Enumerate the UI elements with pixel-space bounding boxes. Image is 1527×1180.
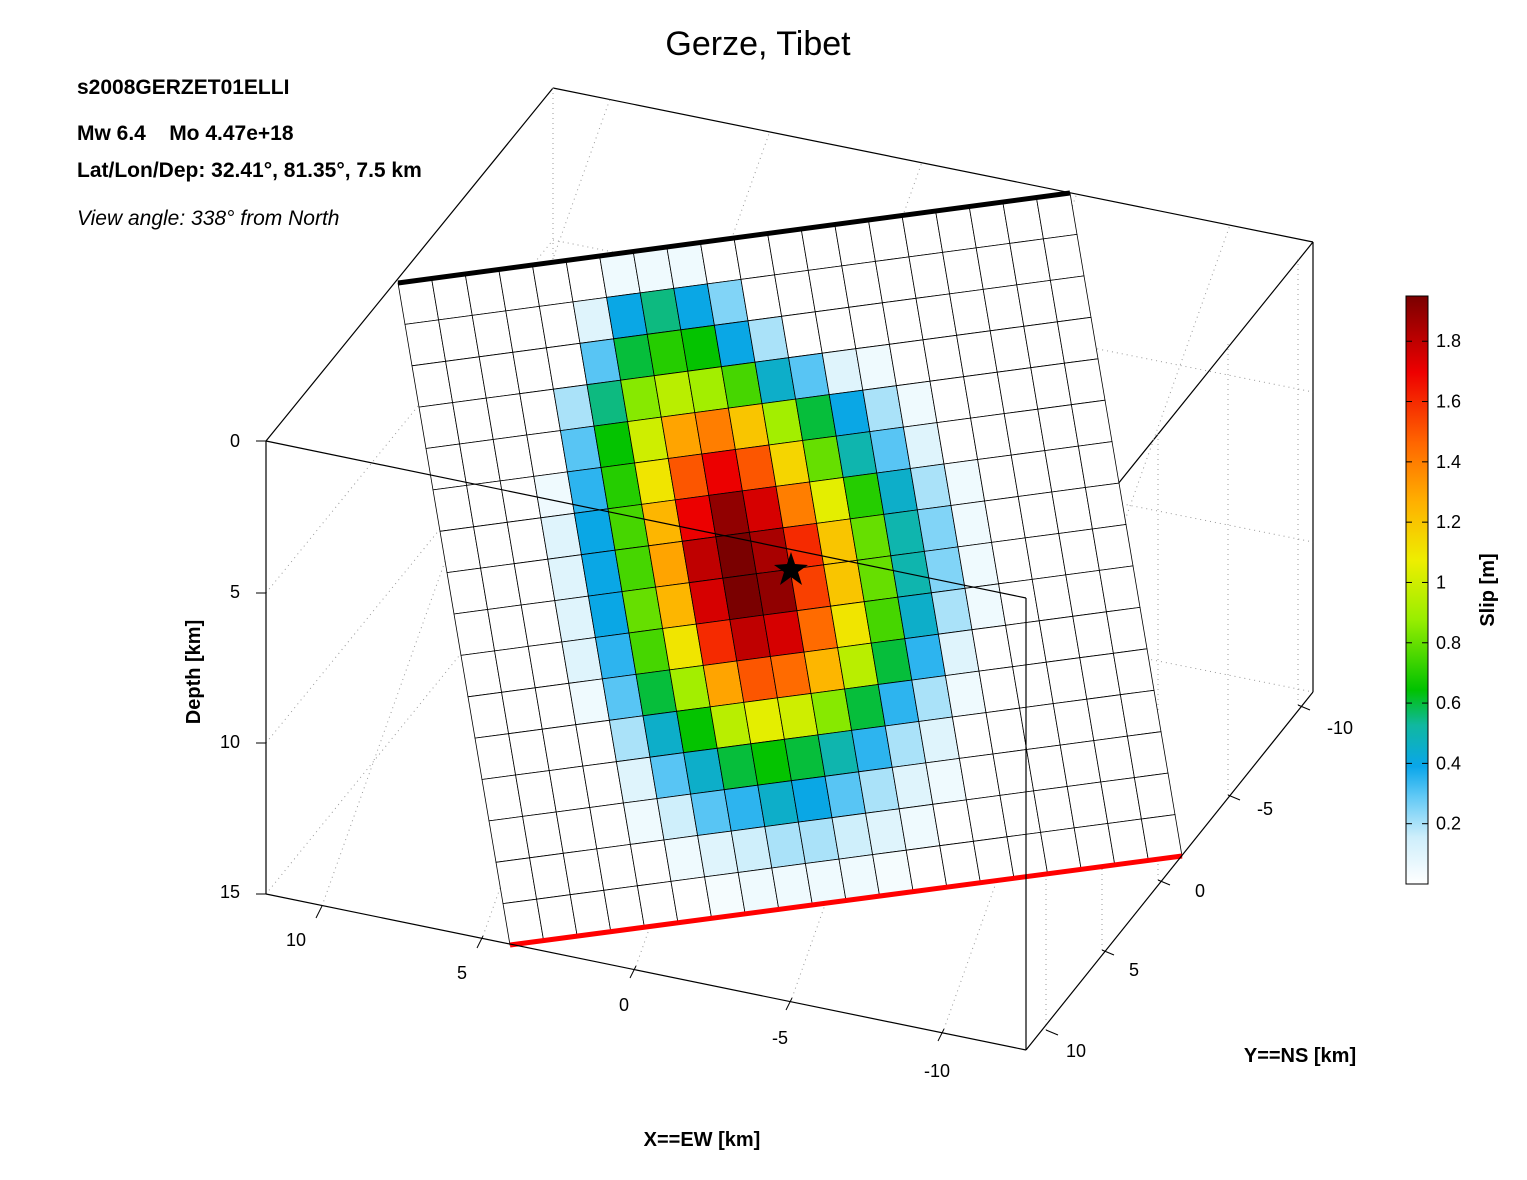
fault-top-edge xyxy=(397,190,1071,286)
location-info: Lat/Lon/Dep: 32.41°, 81.35°, 7.5 km xyxy=(77,159,422,182)
colorbar: 0.2 0.4 0.6 0.8 1 1.2 1.4 1.6 1.8 Slip [m] xyxy=(1405,295,1499,885)
x-tick-label: 0 xyxy=(619,995,629,1015)
slip-cell xyxy=(1063,358,1106,406)
depth-tick-label: 10 xyxy=(220,732,240,752)
slip-cell xyxy=(1098,565,1141,613)
colorbar-tick-label: 1.2 xyxy=(1436,512,1461,532)
colorbar-tick-label: 0.6 xyxy=(1436,693,1461,713)
slip-cell xyxy=(1133,772,1176,820)
fault-plane xyxy=(397,192,1183,946)
colorbar-tick-label: 0.8 xyxy=(1436,633,1461,653)
colorbar-tick-label: 1.6 xyxy=(1436,392,1461,412)
fault-edges xyxy=(397,190,1183,948)
x-tick-label: -10 xyxy=(924,1061,950,1081)
chart-title: Gerze, Tibet xyxy=(665,25,851,63)
slip-cell xyxy=(1126,731,1169,779)
slip-cell xyxy=(1084,482,1127,530)
y-axis: -10 -5 0 5 10 Y==NS [km] xyxy=(1045,704,1356,1067)
view-angle-info: View angle: 338° from North xyxy=(77,207,339,230)
magnitude-info: Mw 6.4 Mo 4.47e+18 xyxy=(77,122,294,145)
axis-box-front xyxy=(265,440,1314,1051)
y-tick-label: -10 xyxy=(1327,718,1353,738)
slip-cell xyxy=(1056,316,1099,364)
x-tick-label: 5 xyxy=(457,963,467,983)
colorbar-gradient xyxy=(1405,295,1429,885)
model-id: s2008GERZET01ELLI xyxy=(77,76,289,99)
slip-cell xyxy=(1112,648,1155,696)
depth-axis: 0 5 10 15 Depth [km] xyxy=(183,431,266,902)
slip-cell xyxy=(1070,399,1113,447)
slip-cell xyxy=(1049,275,1092,323)
fault-bottom-edge xyxy=(509,853,1183,948)
colorbar-tick-label: 1.4 xyxy=(1436,452,1461,472)
colorbar-tick-label: 0.2 xyxy=(1436,814,1461,834)
y-tick-label: -5 xyxy=(1257,799,1273,819)
slip-cell xyxy=(1077,441,1120,488)
x-tick-label: -5 xyxy=(772,1028,788,1048)
depth-tick-label: 15 xyxy=(220,882,240,902)
depth-axis-label: Depth [km] xyxy=(183,620,205,724)
depth-tick-label: 5 xyxy=(230,582,240,602)
slip-cell xyxy=(1091,524,1134,571)
y-tick-label: 5 xyxy=(1129,960,1139,980)
y-axis-label: Y==NS [km] xyxy=(1244,1045,1356,1067)
colorbar-label: Slip [m] xyxy=(1477,553,1499,626)
hypocenter-star-icon xyxy=(774,552,808,585)
colorbar-tick-label: 1 xyxy=(1436,572,1446,592)
x-axis: 10 5 0 -5 -10 X==EW [km] xyxy=(286,905,950,1151)
slip-cell xyxy=(1035,192,1078,240)
x-tick-label: 10 xyxy=(286,930,306,950)
colorbar-tick-label: 0.4 xyxy=(1436,753,1461,773)
y-tick-label: 0 xyxy=(1195,881,1205,901)
slip-cell xyxy=(1119,689,1162,737)
colorbar-tick-label: 1.8 xyxy=(1436,331,1461,351)
x-axis-label: X==EW [km] xyxy=(644,1129,761,1151)
slip-cell xyxy=(1042,233,1085,281)
depth-tick-label: 0 xyxy=(230,431,240,451)
slip-cell xyxy=(1105,606,1148,654)
y-tick-label: 10 xyxy=(1066,1041,1086,1061)
slip-cell xyxy=(1140,814,1183,861)
